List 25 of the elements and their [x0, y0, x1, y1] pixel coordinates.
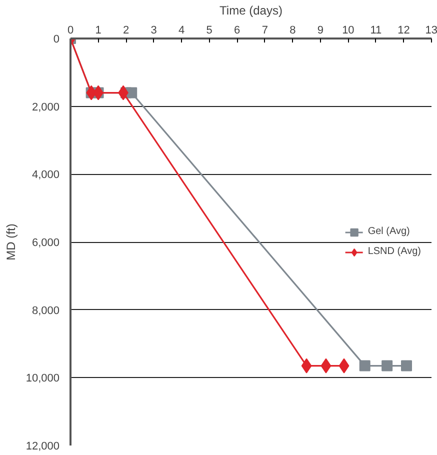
legend-label: LSND (Avg) [368, 246, 421, 257]
x-tick-label: 9 [317, 24, 324, 36]
x-tick-label: 5 [206, 24, 212, 36]
legend-label: Gel (Avg) [368, 226, 410, 237]
y-tick-label: 4,000 [32, 169, 60, 182]
y-tick-label: 8,000 [32, 304, 60, 317]
x-tick-label: 13 [425, 24, 437, 36]
x-tick-label: 6 [234, 24, 240, 36]
y-tick-label: 2,000 [32, 101, 60, 114]
y-tick-label: 6,000 [32, 237, 60, 249]
x-tick-label: 8 [290, 24, 296, 36]
x-axis-title: Time (days) [220, 4, 282, 18]
y-tick-label: 12,000 [26, 440, 60, 452]
x-tick-label: 11 [370, 24, 382, 36]
x-tick-label: 0 [67, 24, 74, 36]
x-tick-label: 4 [178, 24, 185, 36]
y-tick-label: 10,000 [26, 372, 60, 385]
x-tick-label: 12 [398, 24, 410, 36]
x-tick-label: 10 [342, 24, 354, 36]
x-tick-label: 7 [262, 24, 268, 36]
y-axis-title: MD (ft) [4, 224, 18, 260]
x-tick-label: 3 [150, 24, 157, 36]
x-tick-label: 2 [122, 24, 130, 36]
y-tick-label: 0 [53, 34, 60, 46]
x-tick-label: 1 [95, 24, 102, 36]
